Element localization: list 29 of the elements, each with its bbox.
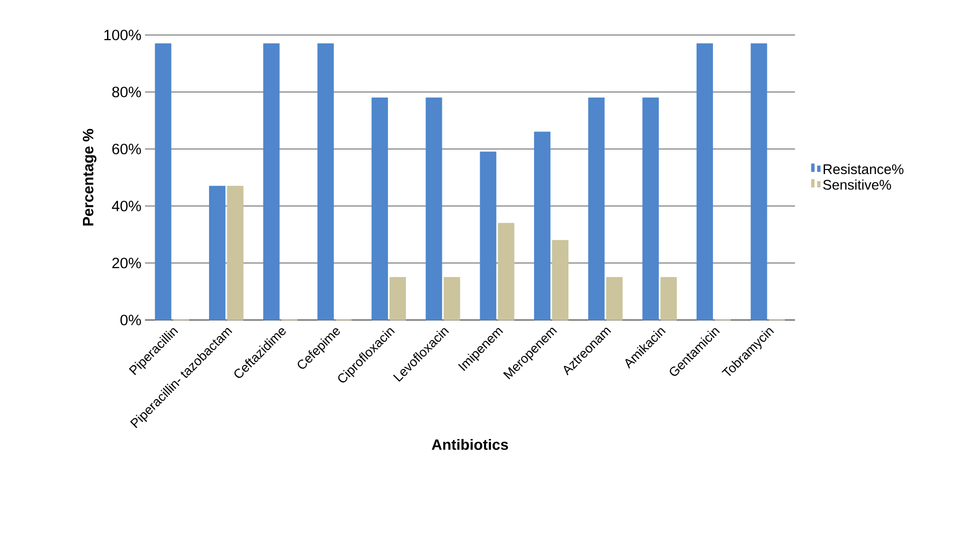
- bar: [696, 43, 713, 320]
- bar: [317, 43, 334, 320]
- bar: [372, 97, 388, 320]
- y-tick-label: 60%: [112, 144, 141, 154]
- bar: [534, 132, 550, 320]
- bar: [588, 97, 605, 320]
- bar: [480, 152, 496, 320]
- bar: [660, 277, 677, 320]
- y-tick-label: 0%: [120, 314, 141, 326]
- bar: [426, 97, 442, 320]
- legend-label: Resistance%: [824, 164, 904, 174]
- y-tick-label: 100%: [104, 30, 141, 40]
- bar: [209, 186, 226, 320]
- y-axis-title: Percentage %: [82, 128, 96, 226]
- bar: [642, 97, 659, 320]
- bar: [552, 240, 568, 320]
- bar: [498, 222, 514, 320]
- bar: [263, 43, 280, 320]
- x-axis-title: Antibiotics: [432, 438, 508, 450]
- y-tick-label: 20%: [112, 258, 141, 268]
- bar: [444, 277, 460, 320]
- y-tick-label: 40%: [112, 200, 141, 212]
- bar: [227, 186, 244, 320]
- bar: [606, 277, 623, 320]
- legend-label: Sensitive%: [823, 179, 892, 190]
- y-tick-label: 80%: [112, 86, 141, 98]
- bar: [390, 277, 406, 320]
- bar: [154, 43, 172, 320]
- bar: [750, 43, 768, 320]
